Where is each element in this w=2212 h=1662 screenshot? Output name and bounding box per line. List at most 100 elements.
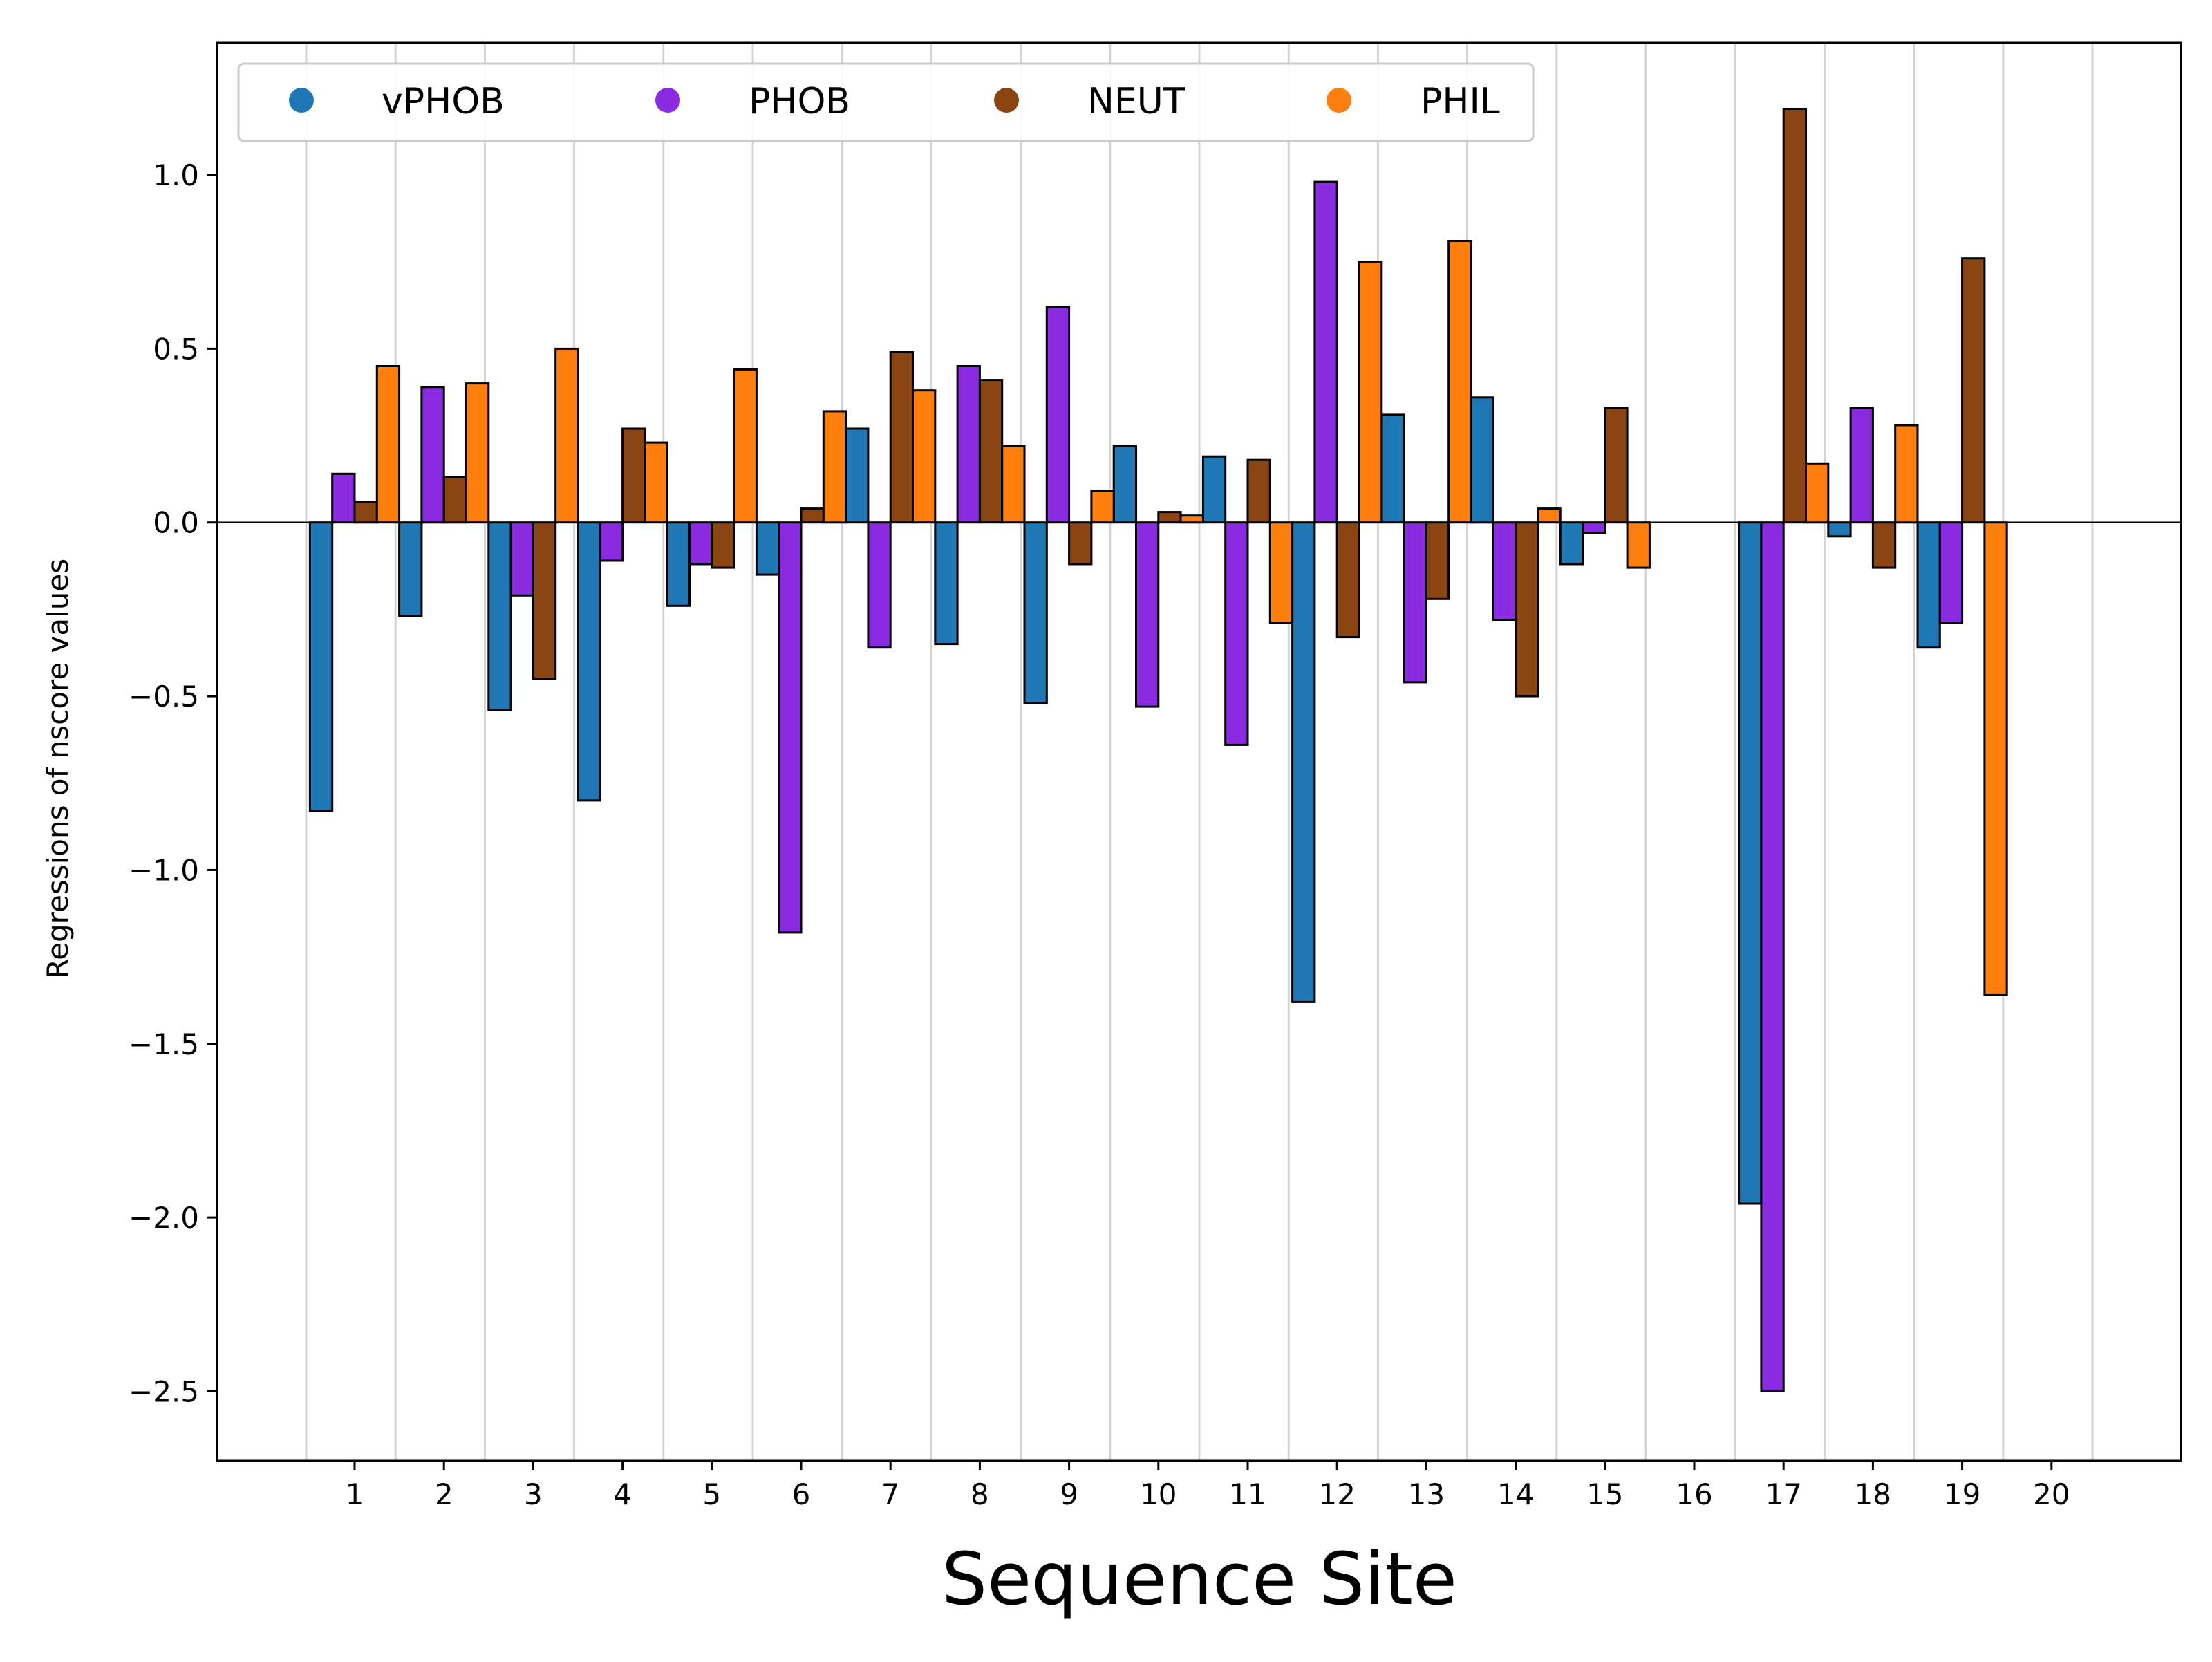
bar-neut-site-17 — [1782, 108, 1807, 524]
bar-phil-site-4 — [644, 441, 668, 524]
legend-marker-neut — [994, 88, 1019, 113]
bar-vphob-site-11 — [1201, 455, 1227, 524]
bar-neut-site-6 — [800, 507, 825, 524]
bar-phil-site-1 — [375, 365, 401, 524]
vertical-gridlines — [305, 43, 2094, 1461]
x-tick-label: 17 — [1765, 1477, 1801, 1511]
x-tick-label: 4 — [613, 1477, 632, 1511]
x-tick-label: 15 — [1586, 1477, 1623, 1511]
bar-phob-site-11 — [1224, 521, 1249, 746]
x-tick-label: 5 — [702, 1477, 721, 1511]
bar-phil-site-15 — [1626, 521, 1651, 569]
bars — [308, 108, 2008, 1392]
bar-phob-site-2 — [420, 386, 445, 524]
x-tick-label: 12 — [1318, 1477, 1355, 1511]
bar-phob-site-17 — [1760, 521, 1785, 1392]
bar-phob-site-3 — [509, 521, 534, 597]
bar-neut-site-9 — [1068, 521, 1093, 566]
bar-vphob-site-7 — [845, 427, 870, 524]
bar-phob-site-9 — [1045, 306, 1071, 524]
bar-phil-site-5 — [733, 368, 758, 524]
bar-neut-site-8 — [978, 379, 1004, 524]
x-tick-label: 2 — [435, 1477, 453, 1511]
bar-phob-site-10 — [1135, 521, 1160, 708]
bar-vphob-site-18 — [1827, 521, 1852, 538]
bar-phob-site-12 — [1313, 180, 1338, 524]
bar-vphob-site-1 — [308, 521, 334, 812]
bar-neut-site-5 — [711, 521, 735, 569]
x-tick-label: 6 — [792, 1477, 811, 1511]
y-tick-label: 1.0 — [153, 158, 199, 192]
bar-vphob-site-17 — [1738, 521, 1763, 1205]
bar-neut-site-19 — [1961, 257, 1986, 524]
bar-phil-site-11 — [1268, 521, 1294, 625]
bar-vphob-site-12 — [1291, 521, 1316, 1003]
x-tick-label: 20 — [2033, 1477, 2070, 1511]
y-tick-label: −0.5 — [129, 680, 199, 713]
bar-phil-site-19 — [1983, 521, 2008, 996]
bar-vphob-site-15 — [1559, 521, 1584, 566]
x-tick-label: 16 — [1676, 1477, 1712, 1511]
bar-vphob-site-6 — [755, 521, 780, 576]
legend-label-neut: NEUT — [1087, 81, 1185, 122]
bar-neut-site-4 — [621, 427, 646, 524]
y-tick-label: −2.5 — [129, 1374, 199, 1408]
bar-phil-site-7 — [912, 389, 937, 524]
legend-label-phob: PHOB — [749, 81, 850, 122]
legend-box — [237, 62, 1535, 142]
bar-phob-site-7 — [867, 521, 892, 649]
bar-neut-site-2 — [442, 476, 468, 524]
bar-vphob-site-10 — [1112, 445, 1137, 524]
x-tick-label: 3 — [524, 1477, 543, 1511]
bar-vphob-site-2 — [398, 521, 423, 617]
bar-phob-site-5 — [688, 521, 713, 566]
bar-phil-site-14 — [1537, 507, 1562, 524]
bar-neut-site-13 — [1425, 521, 1450, 600]
x-axis-label: Sequence Site — [941, 1537, 1457, 1621]
bar-neut-site-18 — [1871, 521, 1897, 569]
bar-vphob-site-14 — [1470, 396, 1494, 524]
bar-neut-site-15 — [1604, 407, 1629, 524]
bar-phob-site-18 — [1849, 407, 1874, 524]
x-tick-label: 14 — [1497, 1477, 1534, 1511]
bar-neut-site-11 — [1246, 458, 1271, 524]
x-tick-label: 11 — [1229, 1477, 1266, 1511]
x-tick-label: 1 — [346, 1477, 364, 1511]
bar-vphob-site-5 — [666, 521, 691, 607]
bar-vphob-site-13 — [1380, 413, 1405, 524]
bar-phil-site-6 — [822, 410, 847, 524]
legend-label-vphob: vPHOB — [382, 81, 505, 122]
x-tick-label: 13 — [1408, 1477, 1445, 1511]
bar-phil-site-8 — [1001, 445, 1026, 524]
y-tick-label: −2.0 — [129, 1201, 199, 1235]
bar-vphob-site-9 — [1023, 521, 1048, 704]
legend-marker-vphob — [289, 88, 314, 113]
x-tick-label: 8 — [971, 1477, 989, 1511]
bar-neut-site-14 — [1515, 521, 1539, 698]
y-tick-label: −1.0 — [129, 853, 199, 887]
bar-phob-site-8 — [956, 365, 981, 524]
x-tick-label: 10 — [1140, 1477, 1177, 1511]
bar-phil-site-10 — [1179, 514, 1204, 524]
bar-phob-site-19 — [1938, 521, 1964, 625]
bar-phil-site-9 — [1090, 490, 1115, 524]
bar-phob-site-14 — [1492, 521, 1517, 622]
bar-phob-site-1 — [331, 472, 356, 524]
bar-phil-site-18 — [1894, 424, 1919, 524]
x-tick-label: 19 — [1944, 1477, 1980, 1511]
bar-phob-site-13 — [1403, 521, 1427, 684]
legend-marker-phob — [655, 88, 680, 113]
bar-phob-site-6 — [778, 521, 803, 934]
bar-neut-site-10 — [1157, 511, 1182, 524]
x-tick-label: 7 — [881, 1477, 900, 1511]
bar-vphob-site-4 — [577, 521, 601, 802]
bar-phil-site-3 — [554, 347, 579, 524]
bar-neut-site-7 — [889, 351, 914, 524]
axes: 1.00.50.0−0.5−1.0−1.5−2.0−2.51 2 3 4 5 6 7 8 9 10… — [129, 41, 2182, 1511]
bar-phil-site-12 — [1358, 261, 1383, 524]
bar-phil-site-17 — [1805, 462, 1830, 524]
plot-frame — [216, 41, 2182, 1462]
bar-phob-site-4 — [599, 521, 624, 562]
